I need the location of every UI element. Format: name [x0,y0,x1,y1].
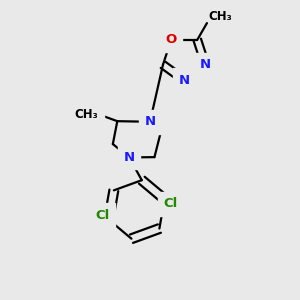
Text: CH₃: CH₃ [208,10,232,22]
Text: N: N [124,151,135,164]
Text: Cl: Cl [164,197,178,210]
Text: N: N [144,115,156,128]
Text: Cl: Cl [95,209,110,222]
Text: N: N [178,74,190,87]
Text: N: N [200,58,211,71]
Text: O: O [166,33,177,46]
Text: CH₃: CH₃ [74,108,98,121]
